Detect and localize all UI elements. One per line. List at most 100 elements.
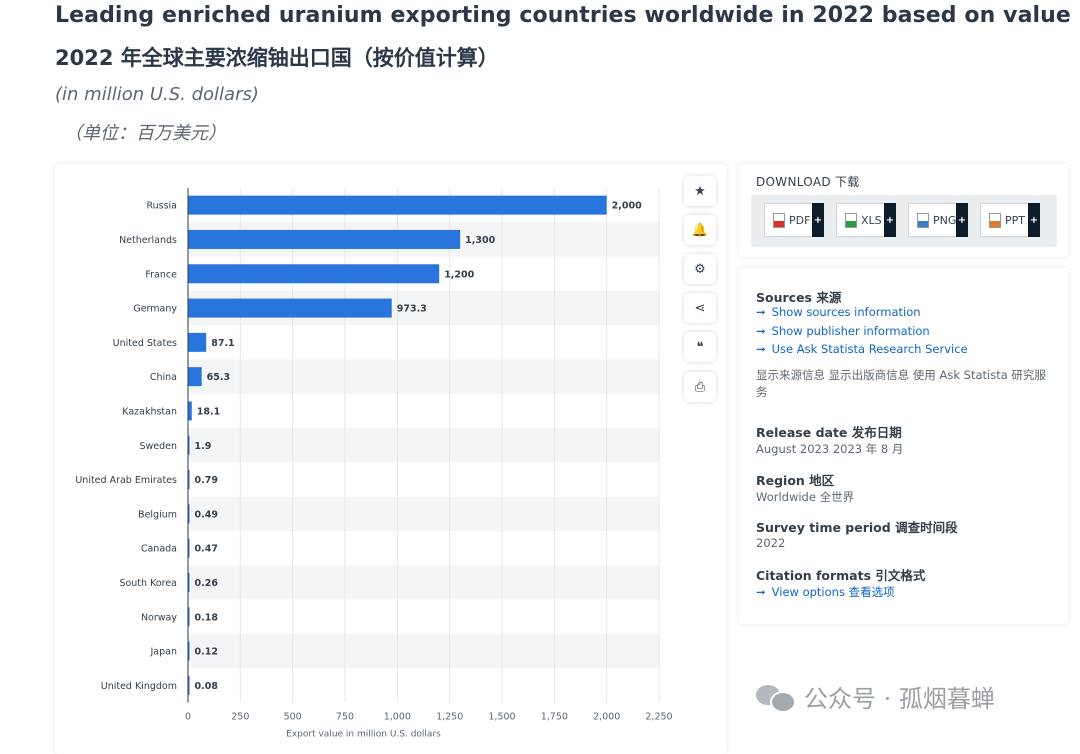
arrow-right-icon: ➞ xyxy=(756,585,766,599)
value-label: 0.79 xyxy=(195,475,218,486)
category-label: China xyxy=(150,372,177,383)
value-label: 0.08 xyxy=(195,681,219,692)
unit-label-en: (in million U.S. dollars) xyxy=(55,84,259,105)
x-tick-label: 1,500 xyxy=(488,712,515,723)
png-file-icon xyxy=(917,212,929,228)
unit-label-cn: （单位：百万美元） xyxy=(64,123,226,144)
bar-south-korea xyxy=(188,572,190,592)
category-label: Germany xyxy=(133,304,177,315)
download-label: PDF xyxy=(789,213,811,227)
bar-france xyxy=(188,264,440,284)
value-label: 0.47 xyxy=(195,544,218,555)
citation-heading: Citation formats 引文格式 xyxy=(756,568,926,583)
bar-russia xyxy=(188,195,607,215)
star-icon: ★ xyxy=(694,183,706,199)
wechat-icon xyxy=(756,683,796,713)
print-button[interactable]: ⎙ xyxy=(684,372,716,402)
release-date-heading: Release date 发布日期 xyxy=(756,425,902,440)
download-card: DOWNLOAD 下载 PDF + XLS + PNG + PPT + xyxy=(739,164,1068,257)
plus-icon[interactable]: + xyxy=(884,203,896,237)
category-label: South Korea xyxy=(119,578,177,589)
category-label: United Kingdom xyxy=(101,681,177,692)
row-band xyxy=(188,428,659,463)
value-label: 2,000 xyxy=(612,201,642,212)
bar-belgium xyxy=(188,504,190,524)
download-label: XLS xyxy=(861,213,882,227)
category-label: Canada xyxy=(141,544,177,555)
value-label: 0.12 xyxy=(195,647,218,658)
bar-norway xyxy=(188,607,190,627)
x-tick-label: 2,000 xyxy=(593,712,620,723)
quote-icon: ❝ xyxy=(696,339,704,355)
bell-icon: 🔔 xyxy=(691,222,709,238)
category-label: United States xyxy=(113,338,177,349)
x-tick-label: 250 xyxy=(231,712,249,723)
ppt-file-icon xyxy=(989,212,1001,228)
chart-title-cn: 2022 年全球主要浓缩铀出口国（按价值计算） xyxy=(55,46,499,70)
bar-japan xyxy=(188,641,190,661)
row-band xyxy=(188,359,659,394)
category-label: Netherlands xyxy=(119,235,177,246)
show-publisher-link[interactable]: ➞ Show publisher information xyxy=(756,324,930,338)
region-heading: Region 地区 xyxy=(756,473,835,488)
value-label: 65.3 xyxy=(207,372,230,383)
gear-button[interactable]: ⚙ xyxy=(684,254,716,284)
value-label: 1,200 xyxy=(444,269,474,280)
download-xls-button[interactable]: XLS + xyxy=(836,203,896,237)
category-label: Japan xyxy=(150,647,178,658)
download-label: PPT xyxy=(1005,213,1025,227)
x-tick-label: 1,750 xyxy=(541,712,568,723)
arrow-right-icon: ➞ xyxy=(756,342,766,356)
x-tick-label: 500 xyxy=(284,712,302,723)
chart-title-en: Leading enriched uranium exporting count… xyxy=(55,3,1071,28)
plus-icon[interactable]: + xyxy=(1028,203,1040,237)
download-ppt-button[interactable]: PPT + xyxy=(980,203,1040,237)
bar-canada xyxy=(188,538,190,558)
row-band xyxy=(188,565,659,600)
show-sources-link[interactable]: ➞ Show sources information xyxy=(756,305,921,319)
bar-united-arab-emirates xyxy=(188,470,190,490)
bar-united-kingdom xyxy=(188,675,190,695)
gear-icon: ⚙ xyxy=(694,261,706,277)
star-button[interactable]: ★ xyxy=(684,176,716,206)
region-value: Worldwide 全世界 xyxy=(756,490,855,504)
bar-china xyxy=(188,367,202,387)
arrow-right-icon: ➞ xyxy=(756,305,766,319)
x-axis-title: Export value in million U.S. dollars xyxy=(286,730,441,740)
value-label: 973.3 xyxy=(397,304,427,315)
value-label: 87.1 xyxy=(211,338,234,349)
x-tick-label: 0 xyxy=(185,712,191,723)
download-label: PNG xyxy=(933,213,957,227)
plus-icon[interactable]: + xyxy=(812,203,824,237)
x-tick-label: 2,250 xyxy=(645,712,672,723)
download-png-button[interactable]: PNG + xyxy=(908,203,968,237)
value-label: 0.26 xyxy=(195,578,219,589)
bar-sweden xyxy=(188,435,190,455)
view-options-link[interactable]: ➞ View options 查看选项 xyxy=(756,585,895,599)
pdf-file-icon xyxy=(773,212,785,228)
download-pdf-button[interactable]: PDF + xyxy=(764,203,824,237)
plus-icon[interactable]: + xyxy=(956,203,968,237)
bar-netherlands xyxy=(188,229,461,249)
arrow-right-icon: ➞ xyxy=(756,324,766,338)
row-band xyxy=(188,496,659,531)
value-label: 0.18 xyxy=(195,612,219,623)
ask-statista-link[interactable]: ➞ Use Ask Statista Research Service xyxy=(756,342,968,356)
bar-kazakhstan xyxy=(188,401,192,421)
value-label: 1,300 xyxy=(465,235,495,246)
download-buttons: PDF + XLS + PNG + PPT + xyxy=(751,195,1057,247)
value-label: 1.9 xyxy=(195,441,212,452)
sources-note: 显示来源信息 显示出版商信息 使用 Ask Statista 研究服务 xyxy=(756,368,1046,399)
category-label: Sweden xyxy=(139,441,177,452)
category-label: France xyxy=(145,269,177,280)
watermark-text: 公众号 · 孤烟暮蝉 xyxy=(804,685,995,713)
x-tick-label: 1,250 xyxy=(436,712,463,723)
download-title: DOWNLOAD 下载 xyxy=(756,175,860,189)
bar-germany xyxy=(188,298,392,318)
bell-button[interactable]: 🔔 xyxy=(684,215,716,245)
value-label: 0.49 xyxy=(195,509,218,520)
category-label: United Arab Emirates xyxy=(75,475,177,486)
quote-button[interactable]: ❝ xyxy=(684,332,716,362)
share-button[interactable]: ⋖ xyxy=(684,293,716,323)
sources-heading: Sources 来源 xyxy=(756,290,842,305)
